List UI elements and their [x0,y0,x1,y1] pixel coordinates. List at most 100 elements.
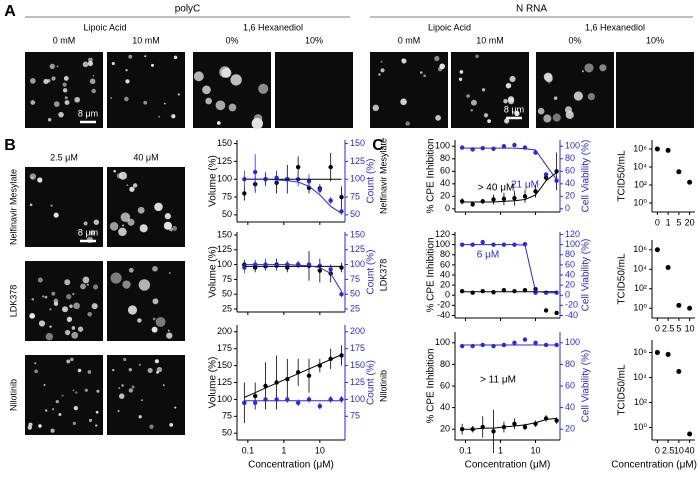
droplet [174,406,177,409]
data-point [543,175,549,180]
data-point [665,265,671,271]
x-tick-label: 0.1 [459,445,472,455]
micrograph [451,52,529,128]
droplet [83,221,88,226]
y-tick-label: 40 [440,402,450,412]
drug-label: Nelfinavir Mesylate [378,138,388,214]
data-point [501,144,507,149]
micrograph [25,261,103,341]
y-tick-label: 100 [565,141,580,151]
droplet [138,415,142,419]
condition-label: 0 mM [398,35,421,45]
droplet [372,104,379,112]
data-point [654,146,660,152]
droplet [141,399,143,402]
y-axis-label: % CPE Inhibition [426,348,437,423]
y-axis-label: Volume (%) [208,357,219,409]
data-point [306,179,312,184]
droplet [91,303,98,310]
droplet [121,384,124,387]
droplet [58,412,62,416]
x-tick-label: 1 [281,445,286,455]
y-tick-label: 0 [445,290,450,300]
droplet [155,316,166,327]
y-tick-label: 80 [440,359,450,369]
droplet [128,267,134,273]
droplet [147,367,153,373]
scale-bar-label: 8 μm [78,108,98,118]
droplet [152,317,156,321]
panel-letter: A [4,3,16,20]
droplet [439,63,446,70]
y-tick-label: 100 [565,337,580,347]
y-tick-label: 60 [440,259,450,269]
y-tick-label: 25 [350,303,360,313]
droplet [27,425,32,430]
droplet [118,393,125,399]
droplet [53,298,59,304]
fit-curve [244,354,342,398]
droplet [72,292,75,296]
micrograph [370,52,448,128]
droplet [124,96,129,102]
treatment-label: 1,6 Hexanediol [243,22,303,32]
data-point [512,142,517,148]
y-tick-label: 20 [440,279,450,289]
y-tick-label: -20 [437,300,450,310]
y-tick-label: 60 [565,380,575,390]
y-tick-label: 120 [435,229,450,239]
data-point [522,194,528,199]
droplet [152,298,159,305]
data-point [470,202,475,207]
droplet [151,326,158,333]
droplet [74,96,81,103]
data-point [328,267,333,272]
treatment-label: Lipoic Acid [83,22,126,32]
y-tick-label: 50 [350,289,360,299]
droplet [118,227,127,237]
droplet [38,320,46,327]
droplet [49,308,52,311]
droplet [49,325,52,328]
y-tick-label: 100 [435,337,450,347]
droplet [37,277,43,283]
droplet [30,100,36,105]
data-point [480,239,485,245]
droplet [151,63,154,67]
data-point [501,196,507,202]
y-tick-label: 125 [350,244,365,254]
droplet [56,65,59,68]
droplet [47,117,52,122]
x-tick-label: 40 [685,445,695,455]
droplet [50,204,53,207]
y-tick-label: 150 [217,229,232,239]
y-tick-label: 20 [565,191,575,201]
data-point [676,169,682,175]
condition-label: 0% [568,35,581,45]
droplet [584,63,594,73]
data-point [295,164,301,170]
droplet [507,96,515,103]
y-tick-label: -40 [565,310,578,320]
micrograph [616,52,694,128]
data-point [252,169,258,175]
y-tick-label: 40 [440,178,450,188]
y-tick-label: 0 [445,203,450,213]
droplet [58,111,64,118]
y-axis-label: Volume (%) [208,246,219,298]
y-tick-label: 50 [222,289,232,299]
data-point [328,164,333,170]
droplet [216,121,221,125]
data-point [491,429,496,434]
droplet [52,408,55,411]
data-point [317,403,323,409]
droplet [537,107,545,115]
droplet [587,93,595,101]
data-point [522,337,528,342]
micrograph [107,261,185,341]
y-tick-label: 100 [350,394,365,404]
data-point [306,373,312,378]
droplet [110,272,122,284]
droplet [51,291,56,296]
